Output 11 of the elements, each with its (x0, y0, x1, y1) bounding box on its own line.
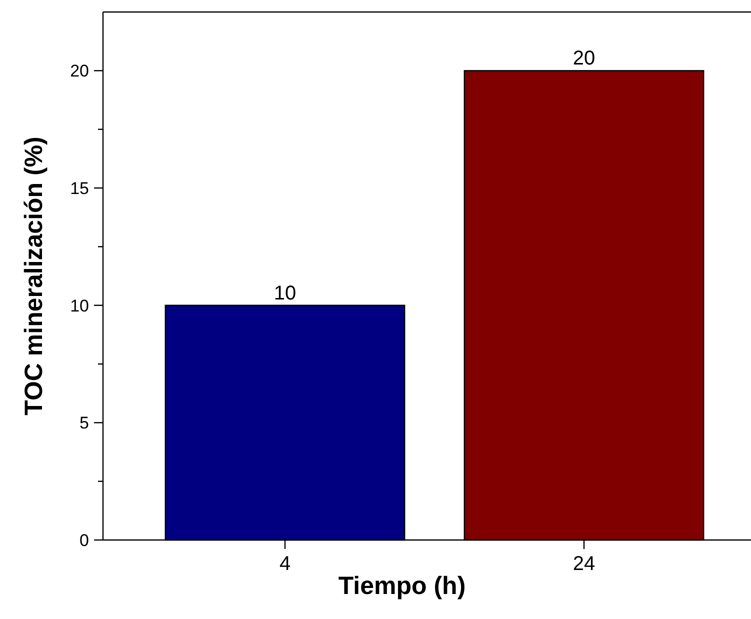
x-tick-label: 4 (279, 553, 291, 575)
data-label: 10 (274, 282, 296, 304)
x-axis-title: Tiempo (h) (338, 572, 466, 600)
y-tick-label: 20 (70, 62, 89, 81)
y-tick-label: 0 (80, 530, 89, 550)
x-tick-label: 24 (572, 553, 596, 575)
y-tick-label: 10 (70, 296, 89, 316)
y-tick-label: 15 (70, 178, 89, 198)
y-tick-label: 5 (80, 414, 89, 433)
y-axis-title: TOC mineralización (%) (20, 136, 48, 416)
data-label: 20 (572, 48, 596, 70)
